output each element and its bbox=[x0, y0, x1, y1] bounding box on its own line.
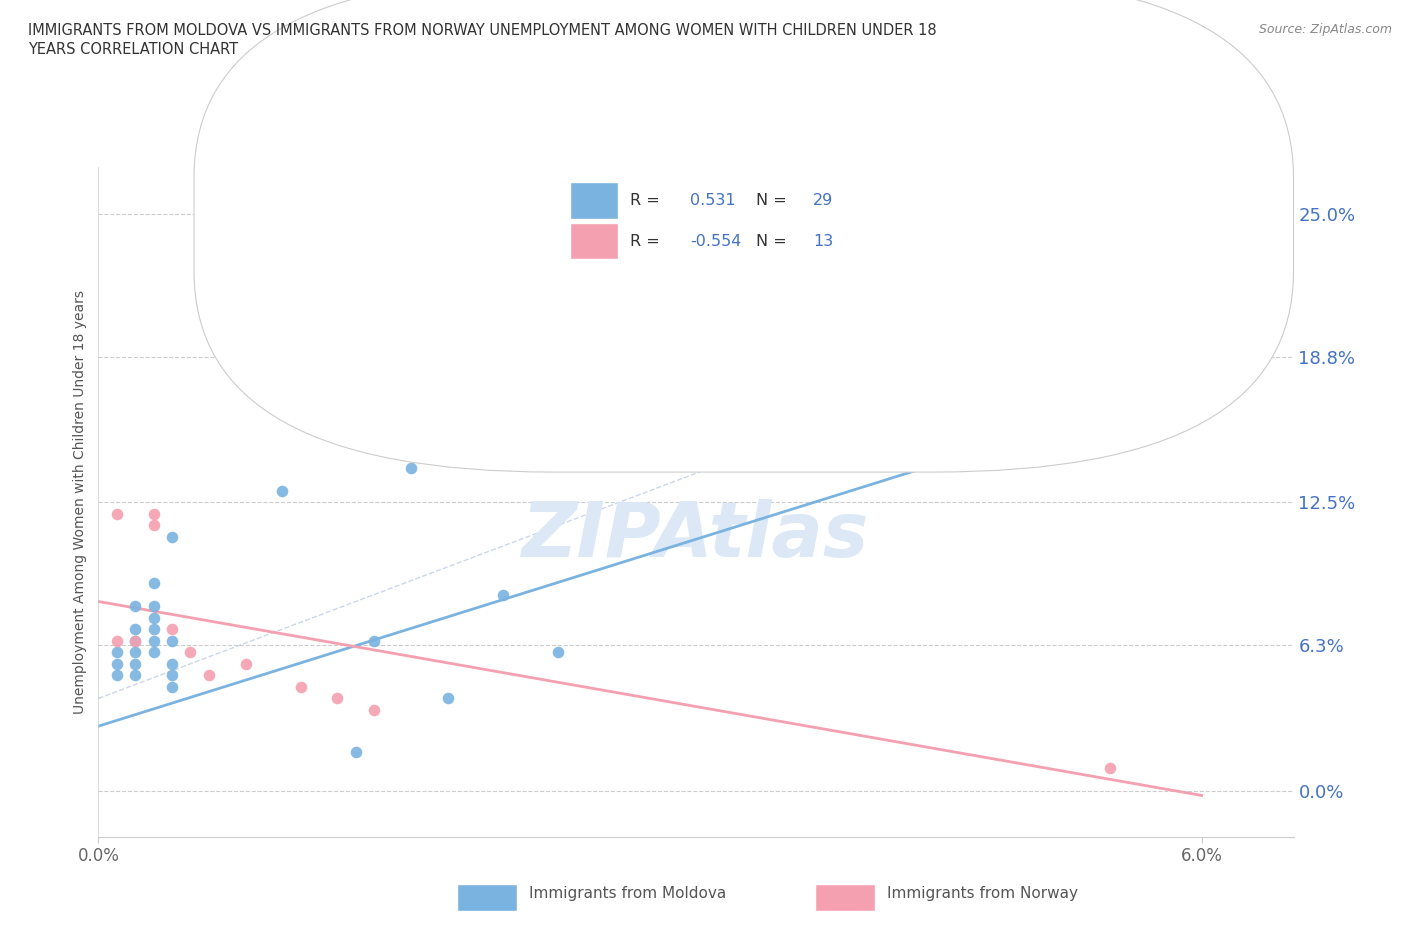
Point bbox=[142, 599, 165, 614]
Point bbox=[436, 691, 458, 706]
Bar bbox=[457, 884, 517, 910]
Text: Immigrants from Moldova: Immigrants from Moldova bbox=[529, 886, 725, 901]
Point bbox=[124, 622, 146, 637]
Point bbox=[271, 484, 294, 498]
Text: Source: ZipAtlas.com: Source: ZipAtlas.com bbox=[1258, 23, 1392, 36]
Point bbox=[399, 460, 422, 475]
Point bbox=[344, 744, 367, 759]
Text: R =: R = bbox=[630, 193, 665, 208]
Text: -0.554: -0.554 bbox=[690, 233, 741, 248]
Point bbox=[142, 506, 165, 521]
Text: N =: N = bbox=[756, 193, 792, 208]
Point bbox=[105, 506, 128, 521]
Text: YEARS CORRELATION CHART: YEARS CORRELATION CHART bbox=[28, 42, 238, 57]
Point bbox=[160, 622, 183, 637]
Point bbox=[160, 633, 183, 648]
Text: ZIPAtlas: ZIPAtlas bbox=[522, 498, 870, 573]
Point bbox=[124, 657, 146, 671]
Point bbox=[124, 633, 146, 648]
Point bbox=[197, 668, 219, 683]
Point bbox=[124, 633, 146, 648]
Point bbox=[492, 587, 515, 602]
Text: IMMIGRANTS FROM MOLDOVA VS IMMIGRANTS FROM NORWAY UNEMPLOYMENT AMONG WOMEN WITH : IMMIGRANTS FROM MOLDOVA VS IMMIGRANTS FR… bbox=[28, 23, 936, 38]
Text: 29: 29 bbox=[813, 193, 834, 208]
Point bbox=[160, 680, 183, 695]
Point bbox=[160, 529, 183, 544]
Point bbox=[105, 657, 128, 671]
Point bbox=[142, 622, 165, 637]
Text: N =: N = bbox=[756, 233, 792, 248]
Point bbox=[142, 633, 165, 648]
Point bbox=[124, 599, 146, 614]
Point bbox=[547, 644, 569, 659]
Point bbox=[749, 391, 772, 405]
Point bbox=[160, 657, 183, 671]
Bar bbox=[571, 182, 619, 219]
Point bbox=[142, 610, 165, 625]
Point bbox=[179, 644, 201, 659]
Point bbox=[326, 691, 349, 706]
Point bbox=[235, 657, 257, 671]
Point bbox=[914, 356, 936, 371]
Point bbox=[105, 633, 128, 648]
Point bbox=[290, 680, 312, 695]
Point bbox=[160, 668, 183, 683]
Y-axis label: Unemployment Among Women with Children Under 18 years: Unemployment Among Women with Children U… bbox=[73, 290, 87, 714]
Point bbox=[105, 644, 128, 659]
Point bbox=[363, 702, 385, 717]
Point bbox=[142, 518, 165, 533]
Point bbox=[105, 668, 128, 683]
Text: Immigrants from Norway: Immigrants from Norway bbox=[887, 886, 1078, 901]
FancyBboxPatch shape bbox=[194, 0, 1294, 472]
Point bbox=[142, 644, 165, 659]
Text: 13: 13 bbox=[813, 233, 834, 248]
Text: R =: R = bbox=[630, 233, 665, 248]
Text: 0.531: 0.531 bbox=[690, 193, 735, 208]
Point bbox=[142, 576, 165, 591]
Point bbox=[124, 644, 146, 659]
Point bbox=[124, 668, 146, 683]
Bar bbox=[815, 884, 875, 910]
Point bbox=[1098, 761, 1121, 776]
Point bbox=[363, 633, 385, 648]
Bar bbox=[571, 222, 619, 259]
